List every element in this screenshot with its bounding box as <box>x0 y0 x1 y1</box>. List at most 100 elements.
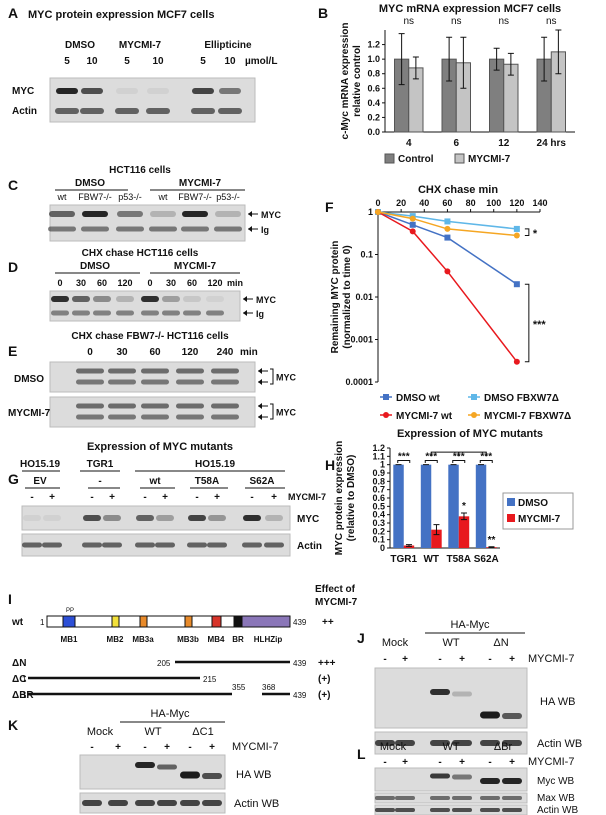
label: MYCMI-7 <box>315 597 358 608</box>
label: DMSO <box>75 178 105 189</box>
label: + <box>271 492 277 503</box>
label: - <box>30 492 33 503</box>
annotation: * <box>462 501 466 512</box>
label: ΔN <box>12 658 26 669</box>
label: MYCMI-7 <box>288 492 326 502</box>
band <box>219 88 241 94</box>
marker <box>409 228 416 235</box>
label: Actin WB <box>234 798 279 810</box>
band <box>76 403 104 409</box>
band <box>51 310 69 316</box>
band <box>22 542 42 548</box>
annotation: *** <box>398 452 410 463</box>
label: - <box>383 654 386 665</box>
label: CHX chase FBW7-/- HCT116 cells <box>71 331 229 342</box>
label: p53-/- <box>216 192 240 202</box>
label: wt <box>11 617 24 628</box>
band <box>116 310 134 316</box>
label: - <box>438 757 441 768</box>
label: PP <box>66 608 74 614</box>
band <box>135 542 155 548</box>
label: + <box>115 742 121 753</box>
annotation: ns <box>498 16 509 27</box>
band <box>265 515 283 521</box>
y-tick-label: 1.2 <box>372 443 385 453</box>
x-tick-label: 60 <box>442 198 452 208</box>
label: 0 <box>147 278 152 288</box>
line <box>377 211 517 230</box>
label: WT <box>144 726 161 738</box>
blot <box>374 667 528 729</box>
band <box>502 778 522 784</box>
band <box>502 740 522 746</box>
legend-label: MYCMI-7 <box>468 154 511 165</box>
label: MB3a <box>132 635 154 644</box>
bracket <box>270 403 274 420</box>
y-tick-label: 0.3 <box>372 518 385 528</box>
label: HA WB <box>540 696 575 708</box>
blot <box>49 396 256 428</box>
label: 10 <box>224 56 236 67</box>
label: + <box>109 492 115 503</box>
bracket <box>524 228 530 236</box>
label: - <box>188 742 191 753</box>
label: HA WB <box>236 769 271 781</box>
bar <box>448 464 459 548</box>
label: - <box>383 757 386 768</box>
label: - <box>438 654 441 665</box>
label: wt <box>57 192 67 202</box>
annotation: *** <box>480 452 492 463</box>
legend-swatch <box>454 153 465 164</box>
annotation: ** <box>488 535 496 546</box>
label: 30 <box>166 278 176 288</box>
band <box>183 310 201 316</box>
band <box>243 515 261 521</box>
y-tick-label: 1.0 <box>367 54 380 64</box>
label: 205 <box>157 659 171 668</box>
x-tick-label: 6 <box>453 138 459 149</box>
label: +++ <box>318 658 336 669</box>
band <box>93 310 111 316</box>
label: MB4 <box>208 635 225 644</box>
legend-label: MYCMI-7 wt <box>396 411 453 422</box>
band <box>211 403 239 409</box>
label: HA-Myc <box>450 619 490 631</box>
band <box>156 515 174 521</box>
band <box>82 211 108 217</box>
arrow-head <box>243 310 247 316</box>
label: DMSO <box>80 261 110 272</box>
panel-title: MYC protein expression MCF7 cells <box>28 9 214 21</box>
arrow-head <box>258 414 262 420</box>
band <box>187 542 207 548</box>
marker <box>513 358 520 365</box>
annotation: * <box>533 228 538 240</box>
marker <box>513 232 520 239</box>
band <box>23 515 41 521</box>
error-bar <box>488 546 495 549</box>
label: EV <box>33 476 47 487</box>
band <box>208 515 226 521</box>
error-bar <box>412 56 419 80</box>
label: + <box>49 492 55 503</box>
arrow-head <box>258 368 262 374</box>
band <box>211 368 239 374</box>
blot <box>49 77 256 123</box>
blot <box>49 204 246 242</box>
panel-label: K <box>8 717 18 733</box>
band <box>108 403 136 409</box>
band <box>202 800 222 806</box>
band <box>155 542 175 548</box>
bracket <box>524 283 530 363</box>
y-tick-label: 1 <box>380 460 385 470</box>
band <box>82 800 102 806</box>
band <box>141 296 159 302</box>
label: 30 <box>116 347 128 358</box>
label: MB2 <box>107 635 124 644</box>
arrow-head <box>243 296 247 302</box>
legend-swatch <box>507 514 515 522</box>
label: 5 <box>200 56 206 67</box>
band <box>93 296 111 302</box>
annotation: *** <box>533 319 547 331</box>
band <box>480 796 500 800</box>
